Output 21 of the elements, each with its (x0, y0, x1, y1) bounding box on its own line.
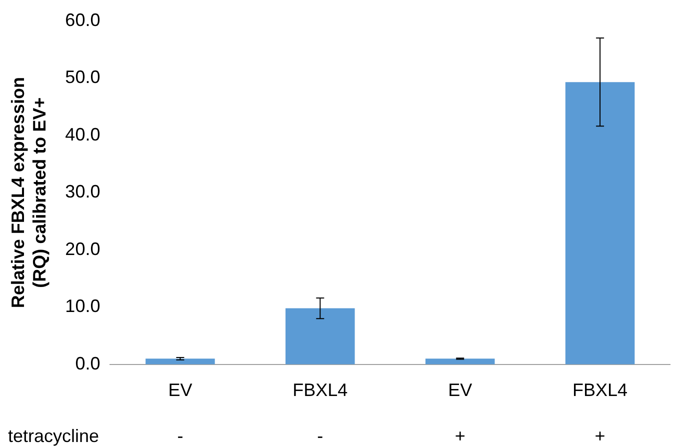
text: - (317, 426, 324, 446)
x-tick-label: EV (448, 380, 472, 400)
y-tick-label: 40.0 (65, 124, 100, 144)
text: + (454, 426, 466, 446)
bar (565, 82, 635, 364)
y-axis-title: Relative FBXL4 expression (RQ) calibrated to EV+ (8, 77, 50, 308)
x-tick-label: FBXL4 (292, 380, 348, 400)
bar (146, 358, 215, 364)
y-tick-label: 0.0 (75, 353, 100, 374)
bar (425, 358, 495, 364)
y-tick-label: 10.0 (65, 296, 100, 316)
y-tick-label: 60.0 (65, 10, 100, 30)
text: - (177, 426, 184, 446)
y-tick-label: 30.0 (65, 182, 100, 202)
x-tick-label: EV (168, 380, 192, 400)
text: tetracycline (8, 426, 100, 446)
text: + (594, 426, 606, 446)
y-tick-label: 20.0 (65, 238, 100, 259)
bar (286, 308, 355, 364)
y-tick-label: 50.0 (65, 67, 100, 88)
x-tick-label: FBXL4 (572, 380, 628, 400)
